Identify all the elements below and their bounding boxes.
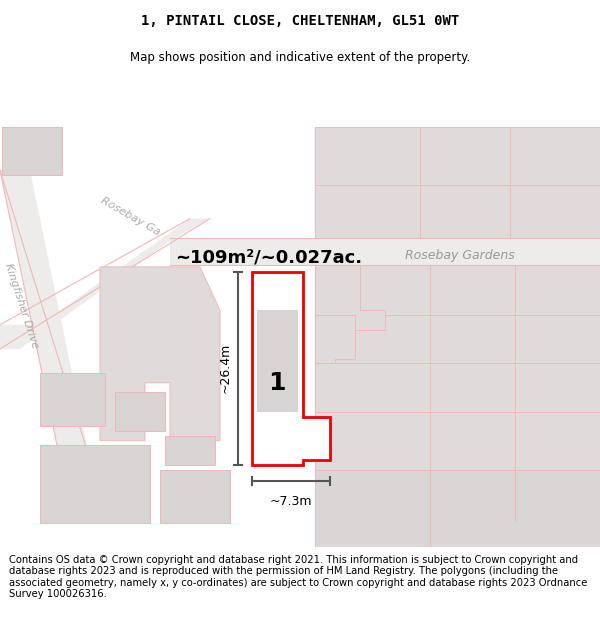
Bar xyxy=(315,265,600,521)
Text: Map shows position and indicative extent of the property.: Map shows position and indicative extent… xyxy=(130,51,470,64)
Polygon shape xyxy=(100,267,220,441)
Text: ~7.3m: ~7.3m xyxy=(270,495,312,508)
Polygon shape xyxy=(0,219,210,349)
Polygon shape xyxy=(252,272,330,465)
Bar xyxy=(165,436,215,465)
Text: Rosebay Ga: Rosebay Ga xyxy=(98,196,161,238)
Polygon shape xyxy=(315,315,355,363)
Bar xyxy=(40,373,105,426)
Polygon shape xyxy=(0,170,90,460)
Bar xyxy=(2,127,62,175)
Bar xyxy=(315,127,600,238)
Text: ~26.4m: ~26.4m xyxy=(219,343,232,393)
Text: Contains OS data © Crown copyright and database right 2021. This information is : Contains OS data © Crown copyright and d… xyxy=(9,555,587,599)
Polygon shape xyxy=(315,265,385,329)
Bar xyxy=(170,238,600,265)
Text: Rosebay Gardens: Rosebay Gardens xyxy=(405,249,515,262)
Bar xyxy=(315,469,600,547)
Bar xyxy=(115,392,165,431)
Text: 1, PINTAIL CLOSE, CHELTENHAM, GL51 0WT: 1, PINTAIL CLOSE, CHELTENHAM, GL51 0WT xyxy=(141,14,459,28)
Bar xyxy=(40,446,150,522)
Bar xyxy=(160,469,230,522)
Text: 1: 1 xyxy=(268,371,286,395)
Text: Kingfisher Drive: Kingfisher Drive xyxy=(4,261,41,349)
Text: ~109m²/~0.027ac.: ~109m²/~0.027ac. xyxy=(175,248,362,266)
Bar xyxy=(257,310,298,412)
